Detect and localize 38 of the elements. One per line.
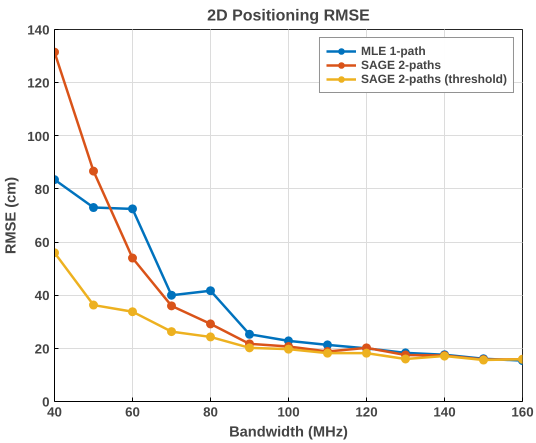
- y-tick-label: 40: [34, 288, 50, 304]
- x-tick-label: 60: [125, 404, 140, 420]
- point: [206, 332, 215, 342]
- x-tick-label: 40: [47, 404, 62, 420]
- x-tick-label: 100: [277, 404, 300, 420]
- point: [245, 330, 254, 339]
- x-tick-label: 80: [203, 404, 218, 420]
- x-tick-label: 160: [511, 404, 534, 420]
- point: [128, 204, 137, 214]
- x-tick-label: 140: [433, 404, 456, 420]
- point: [206, 319, 215, 328]
- point: [167, 290, 176, 300]
- point: [89, 166, 98, 176]
- legend-label: SAGE 2-paths: [360, 58, 441, 72]
- y-tick-label: 140: [27, 22, 50, 38]
- point: [245, 343, 254, 352]
- point: [401, 354, 410, 364]
- y-tick-label: 120: [27, 76, 50, 91]
- x-axis-title: Bandwidth (MHz): [229, 424, 348, 440]
- point: [128, 307, 137, 316]
- y-tick-label: 60: [34, 235, 50, 250]
- y-tick-label: 80: [34, 182, 50, 197]
- x-tick-label: 120: [355, 404, 378, 420]
- chart-title: 2D Positioning RMSE: [207, 8, 370, 24]
- point: [89, 203, 98, 212]
- y-tick-label: 20: [34, 341, 50, 356]
- y-axis-title: RMSE (cm): [3, 176, 20, 254]
- legend-label: SAGE 2-paths (threshold): [360, 72, 507, 86]
- point: [206, 286, 215, 296]
- point: [128, 254, 137, 263]
- point: [89, 300, 98, 310]
- point: [167, 301, 176, 310]
- legend-label: MLE 1-path: [360, 44, 426, 58]
- y-tick-label: 100: [27, 128, 50, 144]
- point: [362, 348, 371, 358]
- point: [284, 344, 293, 354]
- y-tick-label: 0: [42, 394, 50, 410]
- point: [167, 327, 176, 336]
